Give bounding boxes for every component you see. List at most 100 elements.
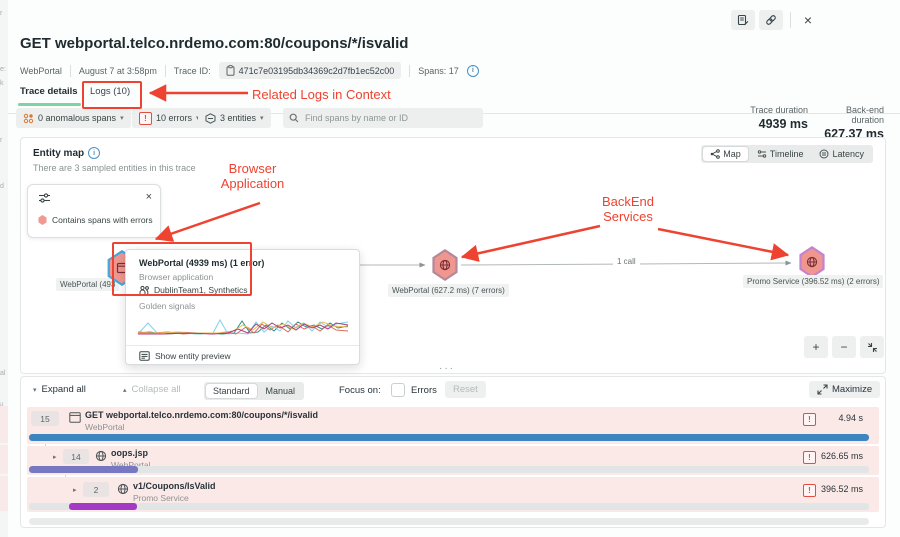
- chevron-down-icon: ▾: [33, 386, 37, 394]
- link-icon: [766, 15, 776, 25]
- focus-errors-checkbox[interactable]: [391, 383, 405, 397]
- spans-info-icon[interactable]: i: [466, 64, 479, 77]
- span-duration-bar: [29, 466, 139, 473]
- expand-chevron-icon[interactable]: ▸: [73, 487, 77, 494]
- maximize-button[interactable]: Maximize: [809, 381, 881, 398]
- span-index-badge: 15: [31, 411, 59, 426]
- globe-icon: [95, 450, 107, 462]
- globe-icon: [439, 259, 451, 271]
- clipboard-icon: [226, 65, 235, 76]
- entities-filter[interactable]: 3 entities ▾: [198, 108, 271, 128]
- active-tab-underline: [18, 103, 81, 106]
- span-row[interactable]: ▸ 2 v1/Coupons/IsValid Promo Service ! 3…: [27, 477, 879, 512]
- span-name: v1/Coupons/IsValid: [133, 481, 216, 491]
- map-icon: [710, 149, 721, 159]
- anomalous-spans-filter[interactable]: 0 anomalous spans ▾: [16, 108, 131, 128]
- map-fit-view-button[interactable]: [860, 336, 884, 358]
- chevron-down-icon: ▾: [260, 115, 264, 122]
- focus-errors-label: Errors: [411, 385, 437, 396]
- entity-tooltip: WebPortal (4939 ms) (1 error) Browser ap…: [125, 249, 360, 365]
- span-entity: WebPortal: [85, 422, 125, 432]
- team-icon: [139, 285, 149, 294]
- waterfall-mode-toggle: Standard Manual: [204, 382, 305, 400]
- node-label-webportal-service: WebPortal (627.2 ms) (7 errors): [388, 284, 509, 297]
- expand-all-button[interactable]: ▾ Expand all: [33, 384, 86, 395]
- entity-map-info-icon[interactable]: i: [88, 147, 101, 159]
- span-duration-bar: [29, 434, 869, 441]
- chevron-down-icon: ▾: [120, 115, 124, 122]
- fit-view-icon: [867, 342, 877, 352]
- span-row[interactable]: ▸ 14 oops.jsp WebPortal ! 626.65 ms: [27, 446, 879, 475]
- mode-standard-button[interactable]: Standard: [206, 384, 257, 398]
- backend-duration: Back-end duration 627.37 ms: [824, 105, 884, 141]
- legend-close-icon[interactable]: ×: [145, 191, 152, 203]
- page-title: GET webportal.telco.nrdemo.com:80/coupon…: [20, 35, 409, 52]
- focus-on-label: Focus on:: [339, 385, 381, 396]
- edge-call-count: 1 call: [613, 257, 640, 266]
- chevron-down-icon: ▾: [196, 114, 200, 122]
- globe-icon: [806, 256, 818, 268]
- copy-link-button[interactable]: [759, 10, 783, 30]
- tooltip-entity-type: Browser application: [139, 272, 214, 282]
- show-entity-preview-button[interactable]: Show entity preview: [139, 351, 231, 361]
- span-duration-bar: [69, 503, 137, 510]
- mode-manual-button[interactable]: Manual: [265, 386, 296, 396]
- entity-name: WebPortal: [20, 65, 62, 76]
- legend-item-errors: Contains spans with errors: [38, 215, 153, 225]
- span-bar-track: [29, 434, 869, 441]
- annotation-backend-note: BackEnd Services: [601, 194, 655, 224]
- trace-id-value: 471c7e03195db34369c2d7fb1ec52c00: [238, 65, 395, 76]
- latency-icon: [819, 149, 829, 159]
- preview-list-icon: [139, 351, 150, 361]
- panel-resize-handle[interactable]: ···: [439, 363, 455, 374]
- tab-trace-details[interactable]: Trace details: [20, 86, 78, 97]
- filter-settings-icon[interactable]: [38, 192, 51, 204]
- divider: [790, 12, 791, 28]
- entity-map-subtitle: There are 3 sampled entities in this tra…: [33, 163, 196, 173]
- maximize-icon: [817, 384, 828, 395]
- search-icon: [289, 113, 299, 123]
- errors-filter[interactable]: ! 10 errors ▾: [132, 108, 207, 128]
- golden-signals-label: Golden signals: [139, 301, 196, 311]
- entity-map-card: Entity map i There are 3 sampled entitie…: [20, 137, 886, 374]
- search-input[interactable]: [303, 112, 457, 124]
- tab-logs[interactable]: Logs (10): [90, 86, 131, 97]
- anomalous-spans-icon: [23, 113, 34, 123]
- view-map-button[interactable]: Map: [703, 147, 748, 161]
- span-error-icon: !: [803, 413, 816, 426]
- globe-icon: [117, 483, 129, 495]
- chevron-up-icon: ▴: [123, 386, 127, 394]
- collapse-all-button[interactable]: ▴ Collapse all: [123, 384, 181, 395]
- map-zoom-out-button[interactable]: −: [832, 336, 856, 358]
- trace-id-chip[interactable]: 471c7e03195db34369c2d7fb1ec52c00: [218, 62, 402, 79]
- span-name: GET webportal.telco.nrdemo.com:80/coupon…: [85, 410, 319, 420]
- view-timeline-button[interactable]: Timeline: [750, 147, 811, 161]
- note-edit-icon: [737, 14, 749, 26]
- trace-duration: Trace duration 4939 ms: [750, 105, 808, 131]
- waterfall-card: ▾ Expand all ▴ Collapse all Standard Man…: [20, 376, 886, 528]
- tooltip-entity-team: DublinTeam1, Synthetics: [139, 285, 248, 295]
- map-zoom-in-button[interactable]: +: [804, 336, 828, 358]
- horizontal-scrollbar[interactable]: [29, 518, 869, 525]
- span-row[interactable]: 15 GET webportal.telco.nrdemo.com:80/cou…: [27, 407, 879, 444]
- expand-chevron-icon[interactable]: ▸: [53, 454, 57, 461]
- span-duration: 4.94 s: [838, 413, 863, 423]
- span-index-badge: 14: [63, 449, 89, 464]
- view-latency-button[interactable]: Latency: [812, 147, 871, 161]
- annotation-box-browser-entity: [112, 242, 252, 296]
- entities-hexagon-icon: [205, 112, 216, 124]
- tooltip-entity-title: WebPortal (4939 ms) (1 error): [139, 258, 265, 268]
- span-name: oops.jsp: [111, 448, 149, 458]
- span-search-field[interactable]: [283, 108, 483, 128]
- map-view-toggle: Map Timeline Latency: [701, 145, 873, 163]
- error-icon: !: [139, 111, 152, 125]
- golden-signals-sparkline: [137, 318, 349, 335]
- close-panel-button[interactable]: ×: [803, 12, 813, 28]
- reset-button[interactable]: Reset: [445, 381, 486, 398]
- span-entity: Promo Service: [133, 493, 189, 503]
- add-note-button[interactable]: [731, 10, 755, 30]
- span-error-icon: !: [803, 451, 816, 464]
- entity-map-title: Entity map i: [33, 147, 101, 159]
- span-index-badge: 2: [83, 482, 109, 497]
